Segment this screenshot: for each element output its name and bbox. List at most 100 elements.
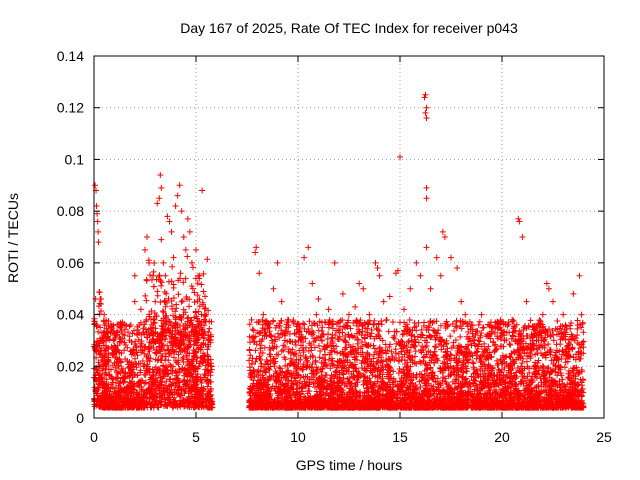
data-point	[143, 316, 150, 323]
data-point	[278, 348, 285, 355]
data-point	[549, 327, 556, 334]
data-point	[271, 333, 278, 340]
data-point	[269, 318, 276, 325]
data-point	[380, 386, 387, 393]
data-point	[342, 344, 349, 351]
data-point	[166, 390, 173, 397]
data-point	[273, 343, 280, 350]
data-point	[295, 371, 302, 378]
data-point	[182, 345, 189, 352]
data-point	[389, 353, 396, 360]
data-point	[187, 397, 194, 404]
data-point	[164, 342, 171, 349]
data-point	[379, 362, 386, 369]
data-point	[535, 357, 542, 364]
data-point	[497, 356, 504, 363]
data-point	[478, 343, 485, 350]
data-point	[470, 333, 477, 340]
data-point	[273, 370, 280, 377]
data-point	[407, 380, 414, 387]
data-point	[144, 358, 151, 365]
data-point	[257, 363, 264, 370]
data-point	[328, 355, 335, 362]
data-point	[443, 351, 450, 358]
data-point	[375, 321, 382, 328]
data-point	[487, 319, 494, 326]
data-point	[320, 360, 327, 367]
data-point	[523, 382, 530, 389]
data-point	[374, 331, 381, 338]
data-point	[532, 362, 539, 369]
data-point	[274, 395, 281, 402]
data-point	[255, 371, 262, 378]
data-point	[527, 381, 534, 388]
data-point	[290, 320, 297, 327]
data-point	[481, 367, 488, 374]
data-point	[387, 384, 394, 391]
data-point	[579, 319, 586, 326]
data-point	[459, 348, 466, 355]
data-point	[562, 348, 569, 355]
data-point	[545, 364, 552, 371]
data-point	[507, 373, 514, 380]
data-point	[200, 316, 207, 323]
data-point	[371, 335, 378, 342]
data-point	[342, 337, 349, 344]
data-point	[574, 332, 581, 339]
data-point	[275, 330, 282, 337]
data-point	[250, 327, 257, 334]
data-point	[201, 305, 208, 312]
data-point	[110, 337, 117, 344]
data-point	[390, 368, 397, 375]
data-point	[513, 369, 520, 376]
data-point	[161, 289, 168, 296]
data-point	[177, 270, 184, 277]
data-point	[131, 341, 138, 348]
data-point	[177, 335, 184, 342]
data-point	[412, 381, 419, 388]
data-point	[542, 327, 549, 334]
data-point	[474, 328, 481, 335]
data-point	[429, 369, 436, 376]
data-point	[394, 388, 401, 395]
data-point	[286, 330, 293, 337]
data-point	[457, 322, 464, 329]
data-point	[427, 349, 434, 356]
data-point	[522, 340, 529, 347]
data-point	[353, 330, 360, 337]
data-point	[314, 322, 321, 329]
data-point	[317, 347, 324, 354]
data-point	[579, 385, 586, 392]
data-point	[246, 321, 253, 328]
data-point	[541, 344, 548, 351]
data-point	[161, 391, 168, 398]
data-point	[291, 374, 298, 381]
data-point	[247, 339, 254, 346]
data-point	[526, 369, 533, 376]
data-point	[464, 323, 471, 330]
data-point	[275, 322, 282, 329]
data-point	[392, 378, 399, 385]
data-point	[390, 334, 397, 341]
data-point	[395, 358, 402, 365]
data-point	[398, 374, 405, 381]
data-point	[381, 380, 388, 387]
data-point	[142, 292, 149, 299]
data-point	[510, 358, 517, 365]
data-point	[419, 374, 426, 381]
data-point	[469, 359, 476, 366]
data-point	[158, 282, 165, 289]
data-point	[121, 347, 128, 354]
data-point	[103, 376, 110, 383]
data-point	[136, 378, 143, 385]
data-point	[134, 352, 141, 359]
data-point	[475, 321, 482, 328]
data-point	[545, 391, 552, 398]
data-point	[574, 325, 581, 332]
data-point	[311, 320, 318, 327]
data-point	[399, 331, 406, 338]
data-point	[168, 298, 175, 305]
data-point	[195, 308, 202, 315]
data-point	[141, 362, 148, 369]
data-point	[423, 343, 430, 350]
